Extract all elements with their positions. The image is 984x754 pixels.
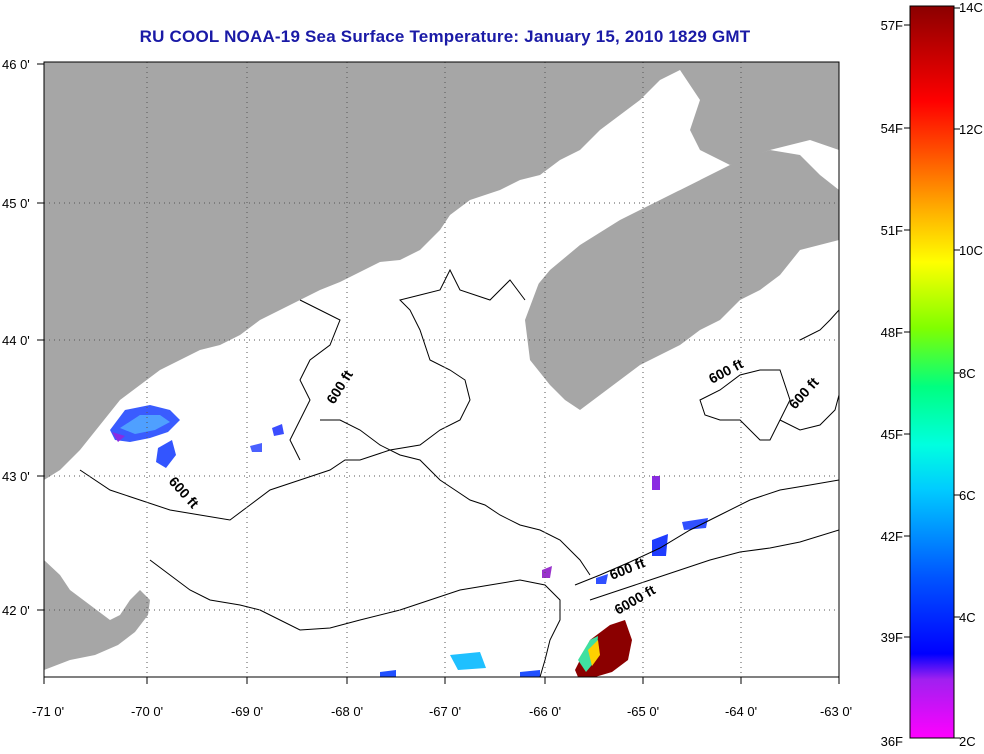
land-cape-breton <box>790 62 839 130</box>
colorbar-label-c: 6C <box>959 488 976 503</box>
land-maine-newbrunswick <box>44 62 839 480</box>
colorbar-label-c: 10C <box>959 243 983 258</box>
contour-6000ft <box>589 529 839 601</box>
contour-600ft-ne-3 <box>779 394 839 431</box>
lat-label: 42 0' <box>2 603 30 618</box>
lon-label: -69 0' <box>231 704 263 719</box>
bathymetry-contours <box>79 268 839 677</box>
sst-patch-violet <box>652 476 660 490</box>
colorbar-label-f: 42F <box>881 529 903 544</box>
contour-600ft-ne-2 <box>799 309 839 341</box>
lat-label: 46 0' <box>2 57 30 72</box>
colorbar-label-f: 45F <box>881 427 903 442</box>
lon-label: -71 0' <box>32 704 64 719</box>
colorbar-label-f: 36F <box>881 734 903 749</box>
colorbar-label-f: 48F <box>881 325 903 340</box>
map-frame <box>43 61 840 678</box>
contour-georges <box>320 419 591 576</box>
contour-600ft-east <box>574 479 839 586</box>
lat-label: 45 0' <box>2 196 30 211</box>
map-title: RU COOL NOAA-19 Sea Surface Temperature:… <box>139 27 751 46</box>
contour-600ft-loop <box>289 299 341 461</box>
sst-patch-cyan-south <box>450 652 486 670</box>
sst-patch-gulf-stream <box>575 620 632 677</box>
colorbar-label-f: 39F <box>881 630 903 645</box>
sst-patch-blue-south-2 <box>520 670 540 677</box>
sst-patch-small-central <box>250 443 262 452</box>
sst-patch-blue-e <box>682 518 708 530</box>
contour-600ft-west <box>79 268 526 521</box>
sst-patch-gulf-of-maine-west <box>110 405 180 442</box>
lon-label: -66 0' <box>529 704 561 719</box>
land-massachusetts <box>44 560 150 670</box>
lon-label: -70 0' <box>131 704 163 719</box>
sst-patch-violet-2 <box>542 566 552 578</box>
colorbar <box>909 5 955 739</box>
bay-of-fundy <box>510 168 710 300</box>
colorbar-label-c: 14C <box>959 0 983 15</box>
colorbar-label-f: 54F <box>881 121 903 136</box>
sst-patch-small-central-2 <box>272 424 284 436</box>
colorbar-ticks <box>904 7 960 739</box>
lon-label: -64 0' <box>725 704 757 719</box>
lon-label: -67 0' <box>429 704 461 719</box>
colorbar-label-f: 51F <box>881 223 903 238</box>
colorbar-label-c: 12C <box>959 122 983 137</box>
lon-ticks <box>43 677 840 684</box>
lat-label: 43 0' <box>2 469 30 484</box>
lat-ticks <box>37 63 44 611</box>
lon-label: -68 0' <box>331 704 363 719</box>
lon-label: -63 0' <box>820 704 852 719</box>
sst-patch-blue-ne <box>652 534 668 556</box>
lat-label: 44 0' <box>2 333 30 348</box>
sst-patch-blue-south <box>380 670 396 677</box>
lon-label: -65 0' <box>627 704 659 719</box>
sst-patch-small-west <box>156 440 176 468</box>
sst-patch-blue-sm <box>596 574 608 584</box>
colorbar-label-c: 4C <box>959 610 976 625</box>
colorbar-label-f: 57F <box>881 18 903 33</box>
land-nova-scotia <box>525 150 839 410</box>
colorbar-label-c: 2C <box>959 734 976 749</box>
colorbar-label-c: 8C <box>959 366 976 381</box>
